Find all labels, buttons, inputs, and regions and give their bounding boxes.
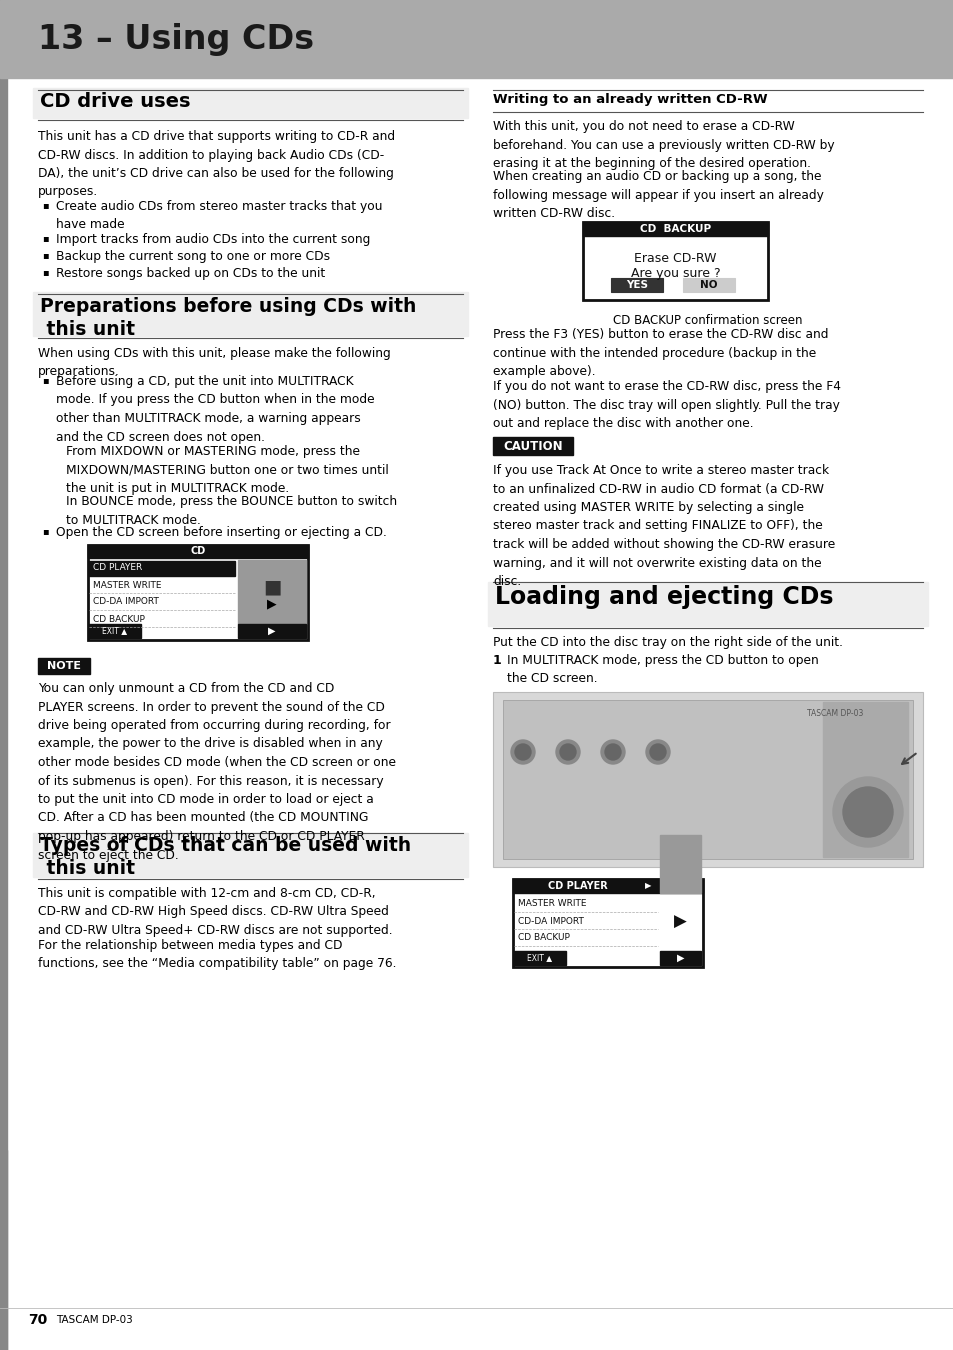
Text: TASCAM DP-03: TASCAM DP-03 [806,710,862,718]
Text: CD BACKUP: CD BACKUP [92,614,145,624]
Text: CAUTION: CAUTION [502,440,562,452]
Bar [0,0,953,78]
Text: Press the F3 (YES) button to erase the CD-RW disc and
continue with the intended: Press the F3 (YES) button to erase the C… [493,328,827,378]
Circle shape [645,740,669,764]
Circle shape [842,787,892,837]
Text: Types of CDs that can be used with
 this unit: Types of CDs that can be used with this … [40,836,411,878]
Bar [88,545,308,640]
Text: Are you sure ?: Are you sure ? [630,267,720,281]
Bar [659,950,700,965]
Text: ▶: ▶ [644,882,651,891]
Text: Import tracks from audio CDs into the current song: Import tracks from audio CDs into the cu… [56,234,370,246]
Bar [610,278,662,292]
Bar [89,624,141,639]
Text: If you use Track At Once to write a stereo master track
to an unfinalized CD-RW : If you use Track At Once to write a ster… [493,464,835,589]
Bar [659,836,700,892]
Text: 1: 1 [493,653,501,667]
Bar [502,701,912,859]
Text: ▪: ▪ [42,234,49,243]
Bar [88,545,308,558]
Text: Before using a CD, put the unit into MULTITRACK
mode. If you press the CD button: Before using a CD, put the unit into MUL… [56,375,375,444]
Circle shape [515,744,531,760]
Text: CD  BACKUP: CD BACKUP [639,224,710,234]
Text: MASTER WRITE: MASTER WRITE [517,899,586,909]
Circle shape [600,740,624,764]
Text: Loading and ejecting CDs: Loading and ejecting CDs [495,585,833,609]
Bar [822,702,907,857]
Text: ■: ■ [262,578,281,597]
Text: This unit has a CD drive that supports writing to CD-R and
CD-RW discs. In addit: This unit has a CD drive that supports w… [38,130,395,198]
Text: CD BACKUP: CD BACKUP [517,933,569,942]
Text: ▶: ▶ [268,626,275,636]
Text: In MULTITRACK mode, press the CD button to open
the CD screen.: In MULTITRACK mode, press the CD button … [506,653,818,686]
Text: MASTER WRITE: MASTER WRITE [92,580,161,590]
Bar [493,437,573,455]
Text: When using CDs with this unit, please make the following
preparations.: When using CDs with this unit, please ma… [38,347,391,378]
Text: Preparations before using CDs with
 this unit: Preparations before using CDs with this … [40,297,416,339]
Text: Open the CD screen before inserting or ejecting a CD.: Open the CD screen before inserting or e… [56,526,387,539]
Text: ▶: ▶ [267,598,276,610]
Text: Create audio CDs from stereo master tracks that you
have made: Create audio CDs from stereo master trac… [56,200,382,231]
Text: ▪: ▪ [42,375,49,385]
Text: CD BACKUP confirmation screen: CD BACKUP confirmation screen [613,315,801,327]
Text: ▶: ▶ [676,953,683,963]
Bar [513,879,702,892]
Bar [488,582,927,626]
Text: For the relationship between media types and CD
functions, see the “Media compat: For the relationship between media types… [38,940,396,971]
Bar [89,562,234,576]
Bar [237,560,306,624]
Text: ▪: ▪ [42,526,49,536]
Bar [493,693,923,867]
Bar [0,0,7,1350]
Circle shape [559,744,576,760]
Circle shape [556,740,579,764]
Text: ▪: ▪ [42,200,49,211]
Text: Erase CD-RW: Erase CD-RW [634,252,716,266]
Text: EXIT ▲: EXIT ▲ [102,626,128,636]
Bar [513,879,702,967]
Text: CD PLAYER: CD PLAYER [548,882,607,891]
Bar [237,624,306,639]
Text: ▶: ▶ [674,913,686,931]
Text: TASCAM DP-03: TASCAM DP-03 [56,1315,132,1324]
Text: Backup the current song to one or more CDs: Backup the current song to one or more C… [56,250,330,263]
Bar [514,950,565,965]
Text: From MIXDOWN or MASTERING mode, press the
MIXDOWN/MASTERING button one or two ti: From MIXDOWN or MASTERING mode, press th… [66,446,388,495]
Text: EXIT ▲: EXIT ▲ [527,953,552,963]
Text: CD-DA IMPORT: CD-DA IMPORT [92,598,159,606]
Text: CD drive uses: CD drive uses [40,92,191,111]
Circle shape [649,744,665,760]
Text: If you do not want to erase the CD-RW disc, press the F4
(NO) button. The disc t: If you do not want to erase the CD-RW di… [493,379,841,431]
Bar [33,833,468,878]
Text: Writing to an already written CD-RW: Writing to an already written CD-RW [493,93,767,107]
Text: NO: NO [700,279,717,290]
Text: Put the CD into the disc tray on the right side of the unit.: Put the CD into the disc tray on the rig… [493,636,842,649]
Text: YES: YES [625,279,647,290]
Circle shape [511,740,535,764]
Text: CD: CD [191,547,206,556]
Text: Restore songs backed up on CDs to the unit: Restore songs backed up on CDs to the un… [56,267,325,279]
Text: ▪: ▪ [42,267,49,277]
Bar [582,221,767,300]
Text: When creating an audio CD or backing up a song, the
following message will appea: When creating an audio CD or backing up … [493,170,823,220]
Circle shape [832,778,902,846]
Bar [33,88,468,117]
Bar [33,292,468,336]
Text: You can only unmount a CD from the CD and CD
PLAYER screens. In order to prevent: You can only unmount a CD from the CD an… [38,682,395,861]
Bar [38,657,90,674]
Text: CD PLAYER: CD PLAYER [92,563,142,572]
Text: In BOUNCE mode, press the BOUNCE button to switch
to MULTITRACK mode.: In BOUNCE mode, press the BOUNCE button … [66,495,396,526]
Text: This unit is compatible with 12-cm and 8-cm CD, CD-R,
CD-RW and CD-RW High Speed: This unit is compatible with 12-cm and 8… [38,887,393,937]
Text: 13 – Using CDs: 13 – Using CDs [38,23,314,55]
Circle shape [604,744,620,760]
Bar [682,278,734,292]
Text: ▪: ▪ [42,250,49,261]
Text: 70: 70 [28,1314,48,1327]
Text: CD-DA IMPORT: CD-DA IMPORT [517,917,583,926]
Bar [0,1150,7,1350]
Bar [582,221,767,236]
Text: With this unit, you do not need to erase a CD-RW
beforehand. You can use a previ: With this unit, you do not need to erase… [493,120,834,170]
Text: NOTE: NOTE [47,662,81,671]
